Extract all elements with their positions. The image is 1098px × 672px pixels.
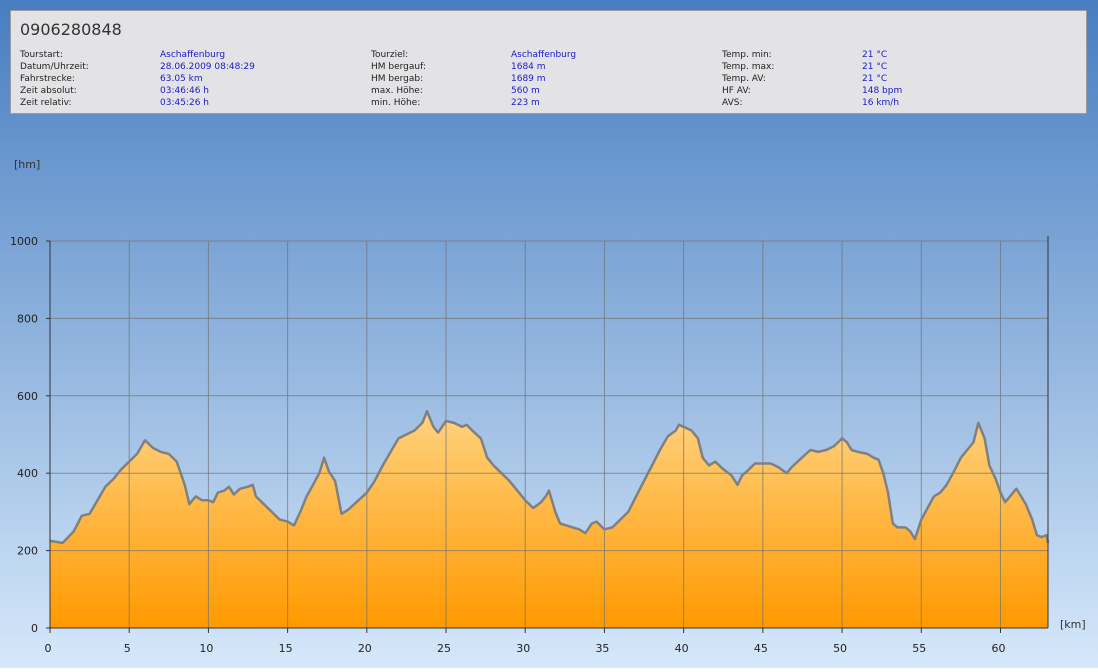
field-label: max. Höhe: (371, 86, 423, 96)
y-tick-label: 800 (17, 312, 38, 325)
field-label: HM bergauf: (371, 62, 426, 72)
y-tick-label: 600 (17, 390, 38, 403)
field-label: Tourziel: (370, 50, 408, 60)
elevation-line (49, 410, 1050, 545)
field-value: 28.06.2009 08:48:29 (160, 62, 255, 72)
x-tick-label: 35 (595, 642, 609, 655)
field-value: 21 °C (862, 50, 887, 60)
x-tick-label: 45 (754, 642, 768, 655)
x-tick-label: 10 (199, 642, 213, 655)
field-value: Aschaffenburg (511, 50, 576, 60)
field-label: HM bergab: (371, 74, 423, 84)
field-value: 03:45:26 h (160, 98, 209, 108)
x-tick-label: 0 (45, 642, 52, 655)
field-label: HF AV: (722, 86, 751, 96)
field-value: 63.05 km (160, 74, 203, 84)
field-value: 03:46:46 h (160, 86, 209, 96)
field-label: min. Höhe: (371, 98, 420, 108)
x-tick-label: 55 (912, 642, 926, 655)
field-value: 1684 m (511, 62, 546, 72)
y-tick-label: 200 (17, 545, 38, 558)
field-label: Temp. AV: (721, 74, 766, 84)
field-label: Fahrstrecke: (20, 74, 75, 84)
x-tick-label: 60 (991, 642, 1005, 655)
y-tick-label: 1000 (10, 235, 38, 248)
field-label: Zeit relativ: (20, 98, 72, 108)
x-tick-label: 50 (833, 642, 847, 655)
elevation-area (50, 411, 1048, 628)
x-tick-label: 30 (516, 642, 530, 655)
x-tick-label: 40 (675, 642, 689, 655)
info-fields: Tourstart: Aschaffenburg Datum/Uhrzeit: 28.… (19, 50, 902, 108)
tour-title: 0906280848 (20, 20, 122, 39)
field-value: 21 °C (862, 74, 887, 84)
field-value: 223 m (511, 98, 540, 108)
field-value: 21 °C (862, 62, 887, 72)
x-tick-label: 5 (124, 642, 131, 655)
field-value: 1689 m (511, 74, 546, 84)
field-label: Temp. min: (721, 50, 772, 60)
field-label: Tourstart: (19, 50, 63, 60)
y-axis-label: [hm] (14, 158, 40, 171)
field-label: AVS: (722, 98, 742, 108)
y-tick-label: 0 (31, 622, 38, 635)
x-axis-label: [km] (1060, 618, 1086, 631)
chart: [hm] [km] 0 200 400 600 800 1000 0 5 10 15 20 25 30 35 4… (10, 158, 1086, 655)
field-value: 16 km/h (862, 98, 899, 108)
field-value: Aschaffenburg (160, 50, 225, 60)
field-value: 560 m (511, 86, 540, 96)
info-panel (10, 10, 1087, 114)
field-label: Datum/Uhrzeit: (20, 62, 89, 72)
field-value: 148 bpm (862, 86, 902, 96)
field-label: Temp. max: (721, 62, 774, 72)
x-tick-label: 15 (279, 642, 293, 655)
x-tick-label: 20 (358, 642, 372, 655)
field-label: Zeit absolut: (20, 86, 77, 96)
x-tick-label: 25 (437, 642, 451, 655)
y-tick-label: 400 (17, 467, 38, 480)
